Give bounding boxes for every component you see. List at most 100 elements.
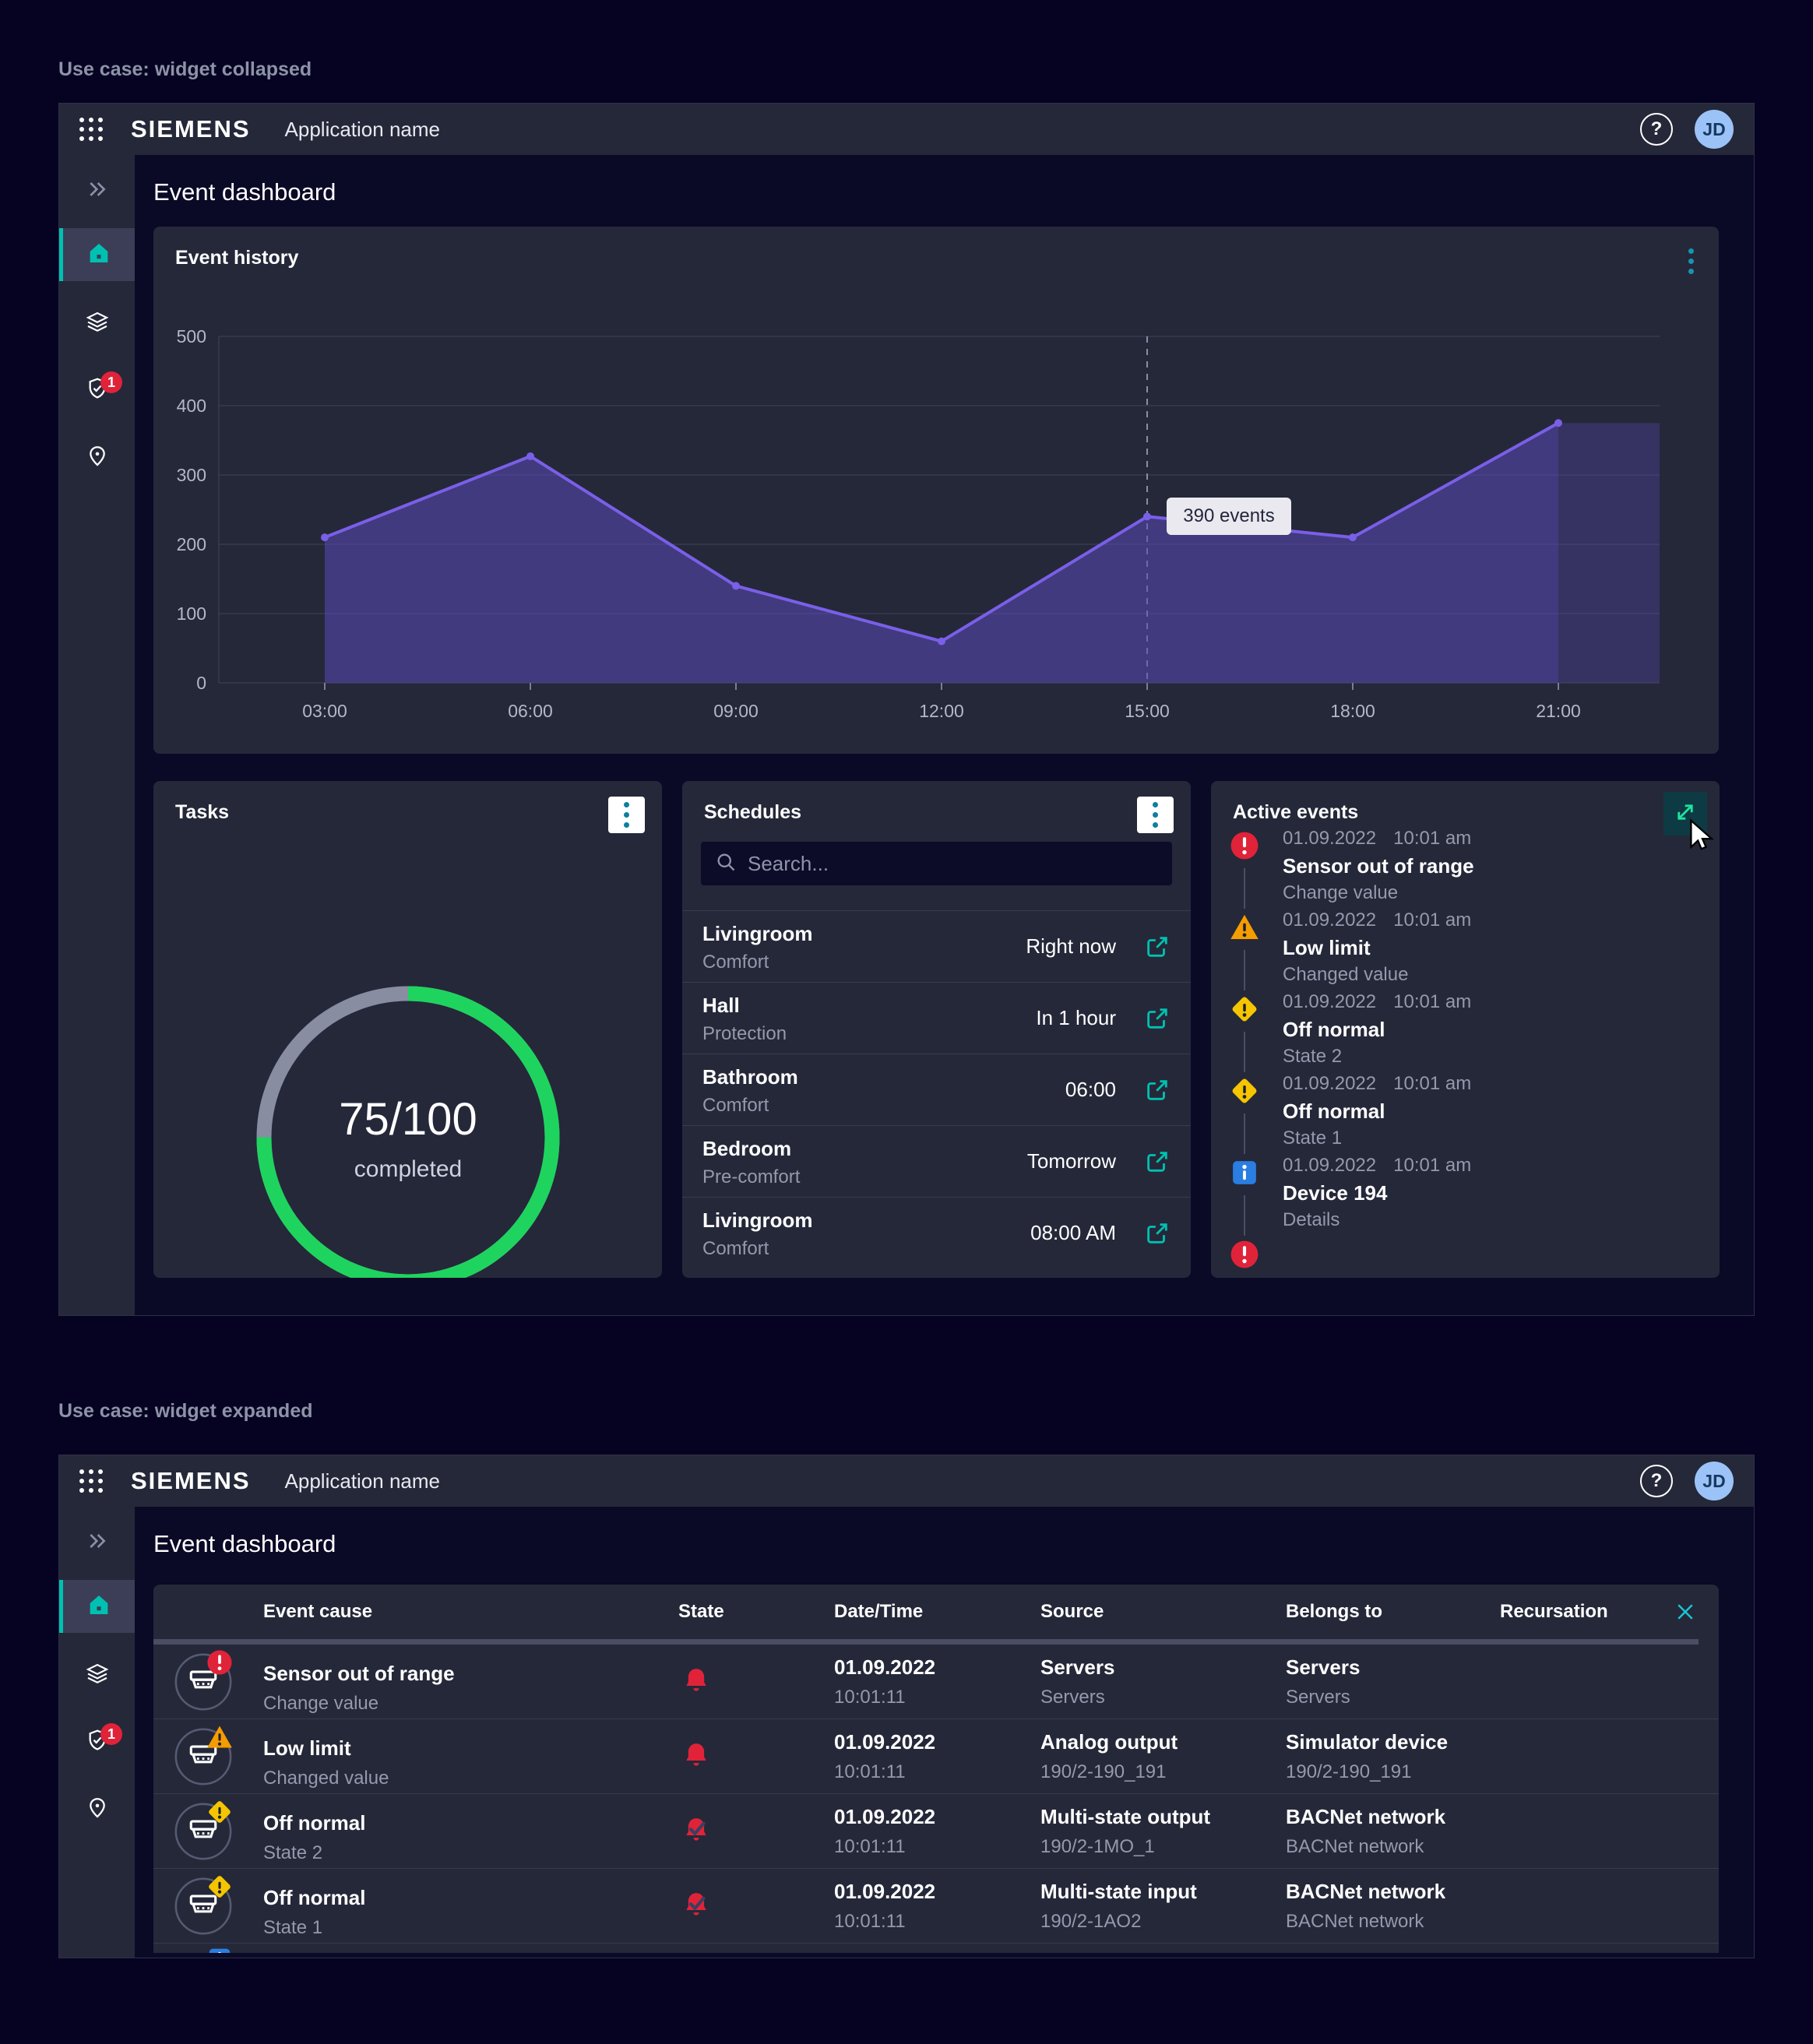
search-icon [715, 851, 737, 877]
event-time: 10:01:11 [834, 1911, 906, 1932]
sidebar-item-locations[interactable] [59, 1784, 135, 1834]
layers-icon [85, 1661, 110, 1690]
event-title: Device 194 [1283, 1181, 1388, 1205]
sidebar-item-alarms[interactable]: 1 [59, 1717, 135, 1767]
table-row[interactable]: Off normal State 2 01.09.2022 10:01:11 Mu… [153, 1794, 1719, 1869]
app-switcher-icon[interactable] [79, 118, 103, 141]
event-cause: Off normal [263, 1886, 366, 1909]
event-subtitle: Changed value [1283, 964, 1409, 985]
event-source-sub: 190/2-1MO_1 [1040, 1836, 1155, 1857]
open-schedule-icon[interactable] [1144, 1220, 1171, 1247]
schedule-room: Bedroom [702, 1137, 792, 1160]
event-history-menu-button[interactable] [1688, 248, 1694, 274]
table-scroll-band[interactable] [153, 1639, 1699, 1645]
sidebar-item-locations[interactable] [59, 432, 135, 482]
use-case-label-expanded: Use case: widget expanded [58, 1400, 313, 1422]
sidebar-item-home[interactable] [59, 1580, 135, 1633]
schedule-room: Bathroom [702, 1065, 798, 1089]
sidebar-item-home[interactable] [59, 228, 135, 281]
avatar[interactable]: JD [1695, 110, 1734, 149]
alarm-count-badge: 1 [100, 1723, 122, 1745]
event-date: 01.09.2022 [834, 1805, 936, 1828]
device-icon [174, 1653, 232, 1711]
siemens-logo: SIEMENS [131, 1467, 251, 1494]
table-row[interactable]: Low limit Changed value 01.09.2022 10:01:… [153, 1719, 1719, 1794]
column-event-cause[interactable]: Event cause [263, 1601, 373, 1622]
event-history-title: Event history [175, 247, 299, 269]
device-icon [174, 1803, 232, 1860]
event-cause-sub: State 2 [263, 1842, 323, 1863]
warning-icon [206, 1724, 233, 1750]
schedule-row[interactable]: Hall Protection In 1 hour [682, 982, 1191, 1054]
event-history-widget: Event history 0 100 200 300 400 500 03:00 06:00… [153, 227, 1719, 754]
event-item-partial [1211, 1235, 1720, 1268]
event-item[interactable]: 01.09.2022 10:01 am Low limit Changed val… [1211, 908, 1720, 990]
schedule-row[interactable]: Bathroom Comfort 06:00 [682, 1054, 1191, 1125]
event-date: 01.09.2022 [834, 1655, 936, 1679]
sidebar: 1 [59, 1507, 135, 1958]
event-item[interactable]: 01.09.2022 10:01 am Sensor out of range C… [1211, 826, 1720, 909]
open-schedule-icon[interactable] [1144, 1077, 1171, 1103]
app-header: SIEMENS Application name ? JD [59, 104, 1754, 155]
schedule-time: 06:00 [1065, 1078, 1116, 1101]
sidebar-expand-button[interactable] [59, 1518, 135, 1567]
sidebar-expand-button[interactable] [59, 166, 135, 216]
close-icon[interactable] [1674, 1600, 1697, 1624]
schedule-mode: Pre-comfort [702, 1166, 801, 1187]
home-icon [86, 241, 111, 269]
column-state[interactable]: State [678, 1601, 724, 1622]
event-belongs: BACNet network [1286, 1805, 1446, 1828]
event-table-header: Event cause State Date/Time Source Belon… [153, 1585, 1719, 1639]
app-switcher-icon[interactable] [79, 1469, 103, 1493]
event-item[interactable]: 01.09.2022 10:01 am Off normal State 2 [1211, 990, 1720, 1072]
schedule-row[interactable]: Livingroom Comfort Right now [682, 910, 1191, 982]
expand-widget-button[interactable] [1663, 792, 1707, 836]
sidebar-item-layers[interactable] [59, 298, 135, 348]
event-item[interactable]: 01.09.2022 10:01 am Device 194 Details [1211, 1153, 1720, 1236]
caution-icon [206, 1799, 233, 1825]
avatar[interactable]: JD [1695, 1462, 1734, 1500]
event-cause-sub: Change value [263, 1693, 379, 1714]
help-icon[interactable]: ? [1640, 1465, 1673, 1497]
schedule-time: Right now [1026, 934, 1116, 958]
event-date: 01.09.2022 10:01 am [1283, 1073, 1472, 1094]
schedules-menu-button[interactable] [1137, 797, 1174, 833]
search-input[interactable] [748, 851, 1158, 876]
table-row[interactable]: Sensor out of range Change value 01.09.2… [153, 1645, 1719, 1719]
svg-text:400: 400 [177, 396, 206, 416]
schedule-room: Livingroom [702, 922, 813, 945]
sidebar-item-alarms[interactable]: 1 [59, 365, 135, 415]
svg-text:06:00: 06:00 [508, 701, 553, 721]
event-source-sub: 190/2-190_191 [1040, 1761, 1167, 1782]
home-icon [86, 1592, 111, 1621]
sidebar-item-layers[interactable] [59, 1650, 135, 1700]
open-schedule-icon[interactable] [1144, 934, 1171, 960]
device-icon [174, 1728, 232, 1785]
svg-text:12:00: 12:00 [919, 701, 964, 721]
column-belongs-to[interactable]: Belongs to [1286, 1601, 1382, 1622]
tasks-menu-button[interactable] [608, 797, 645, 833]
schedule-row[interactable]: Bedroom Pre-comfort Tomorrow [682, 1125, 1191, 1197]
critical-icon [206, 1649, 233, 1676]
event-belongs-sub: BACNet network [1286, 1911, 1424, 1932]
help-icon[interactable]: ? [1640, 113, 1673, 146]
map-pin-icon [85, 1795, 110, 1824]
open-schedule-icon[interactable] [1144, 1149, 1171, 1175]
event-subtitle: State 1 [1283, 1128, 1343, 1149]
tasks-widget: Tasks 75/100 completed [153, 781, 662, 1278]
schedule-row[interactable]: Livingroom Comfort 08:00 AM [682, 1197, 1191, 1268]
column-datetime[interactable]: Date/Time [834, 1601, 924, 1622]
event-cause: Off normal [263, 1811, 366, 1835]
open-schedule-icon[interactable] [1144, 1005, 1171, 1032]
table-row[interactable]: Off normal State 1 01.09.2022 10:01:11 Mu… [153, 1869, 1719, 1944]
active-events-list: 01.09.2022 10:01 am Sensor out of range C… [1211, 826, 1720, 1268]
table-row-partial [153, 1944, 1719, 1953]
event-item[interactable]: 01.09.2022 10:01 am Off normal State 1 [1211, 1071, 1720, 1154]
active-events-title: Active events [1233, 801, 1359, 823]
tasks-progress-value: 75/100 [339, 1093, 477, 1145]
event-belongs: Simulator device [1286, 1730, 1449, 1754]
column-recursation[interactable]: Recursation [1500, 1601, 1608, 1622]
event-cause-sub: Changed value [263, 1768, 389, 1789]
schedules-search[interactable] [701, 842, 1172, 885]
column-source[interactable]: Source [1040, 1601, 1104, 1622]
